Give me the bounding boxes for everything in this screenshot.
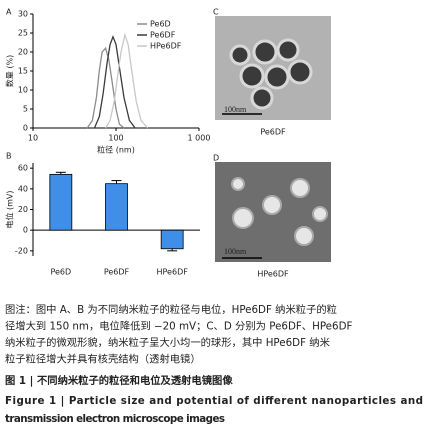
y-tick-label: 0 — [23, 124, 28, 133]
caption-line: 纳米粒子的微观形貌，纳米粒子呈大小均一的球形，其中 HPe6DF 纳米 — [5, 336, 330, 349]
image-label: HPe6DF — [257, 270, 289, 279]
y-tick-label: -20 — [15, 246, 28, 255]
panel-letter: B — [6, 152, 12, 161]
y-tick-label: 20 — [18, 48, 28, 57]
x-axis-label: 粒径 (nm) — [97, 145, 135, 155]
y-tick-label: 5 — [23, 105, 28, 114]
caption-line: 图注：图中 A、B 为不同纳米粒子的粒径与电位，HPe6DF 纳米粒子的粒 — [5, 303, 337, 316]
y-tick-label: 20 — [18, 205, 28, 214]
y-tick-label: 15 — [18, 67, 28, 76]
y-tick-label: 25 — [18, 29, 28, 38]
y-tick-label: 40 — [18, 184, 28, 193]
x-tick-label: 100 — [108, 134, 123, 143]
legend-label: HPe6DF — [150, 42, 182, 51]
data-line — [105, 32, 149, 129]
bar — [49, 173, 73, 231]
caption-line: 径增大到 150 nm，电位降低到 −20 mV；C、D 分别为 Pe6DF、H… — [5, 320, 353, 333]
x-tick-label: Pe6DF — [104, 268, 130, 277]
y-tick-label: 0 — [23, 226, 28, 235]
scale-label: 100nm — [224, 247, 247, 256]
x-tick-label: 1 000 — [188, 134, 211, 143]
x-tick-label: HPe6DF — [157, 268, 189, 277]
x-tick-label: 10 — [28, 134, 38, 143]
y-tick-label: 60 — [18, 164, 28, 173]
caption-line: 粒子粒径增大并具有核壳结构（透射电镜） — [5, 353, 201, 366]
panel-letter: A — [6, 8, 12, 17]
tem-image-c — [215, 16, 331, 120]
panel-letter: C — [213, 8, 219, 17]
bar — [105, 183, 128, 231]
data-line — [86, 46, 125, 129]
data-line — [93, 35, 136, 129]
legend-label: Pe6DF — [150, 31, 176, 40]
y-axis-label: 数量 (%) — [5, 55, 15, 87]
image-label: Pe6DF — [260, 128, 286, 137]
caption-title-en: Figure 1 | Particle size and potential o… — [5, 395, 423, 407]
y-tick-label: 10 — [18, 86, 28, 95]
tem-image-d — [215, 162, 331, 262]
legend-label: Pe6D — [150, 20, 171, 29]
y-axis-label: 电位 (mV) — [5, 190, 15, 228]
bar — [160, 229, 184, 250]
scale-label: 100nm — [224, 105, 247, 114]
panel-letter: D — [213, 154, 219, 163]
caption-title-cn: 图 1 | 不同纳米粒子的粒径和电位及透射电镜图像 — [5, 374, 233, 387]
caption-title-en: transmission electron microscope images — [5, 413, 225, 425]
y-tick-label: 30 — [18, 10, 28, 19]
x-tick-label: Pe6D — [50, 268, 71, 277]
